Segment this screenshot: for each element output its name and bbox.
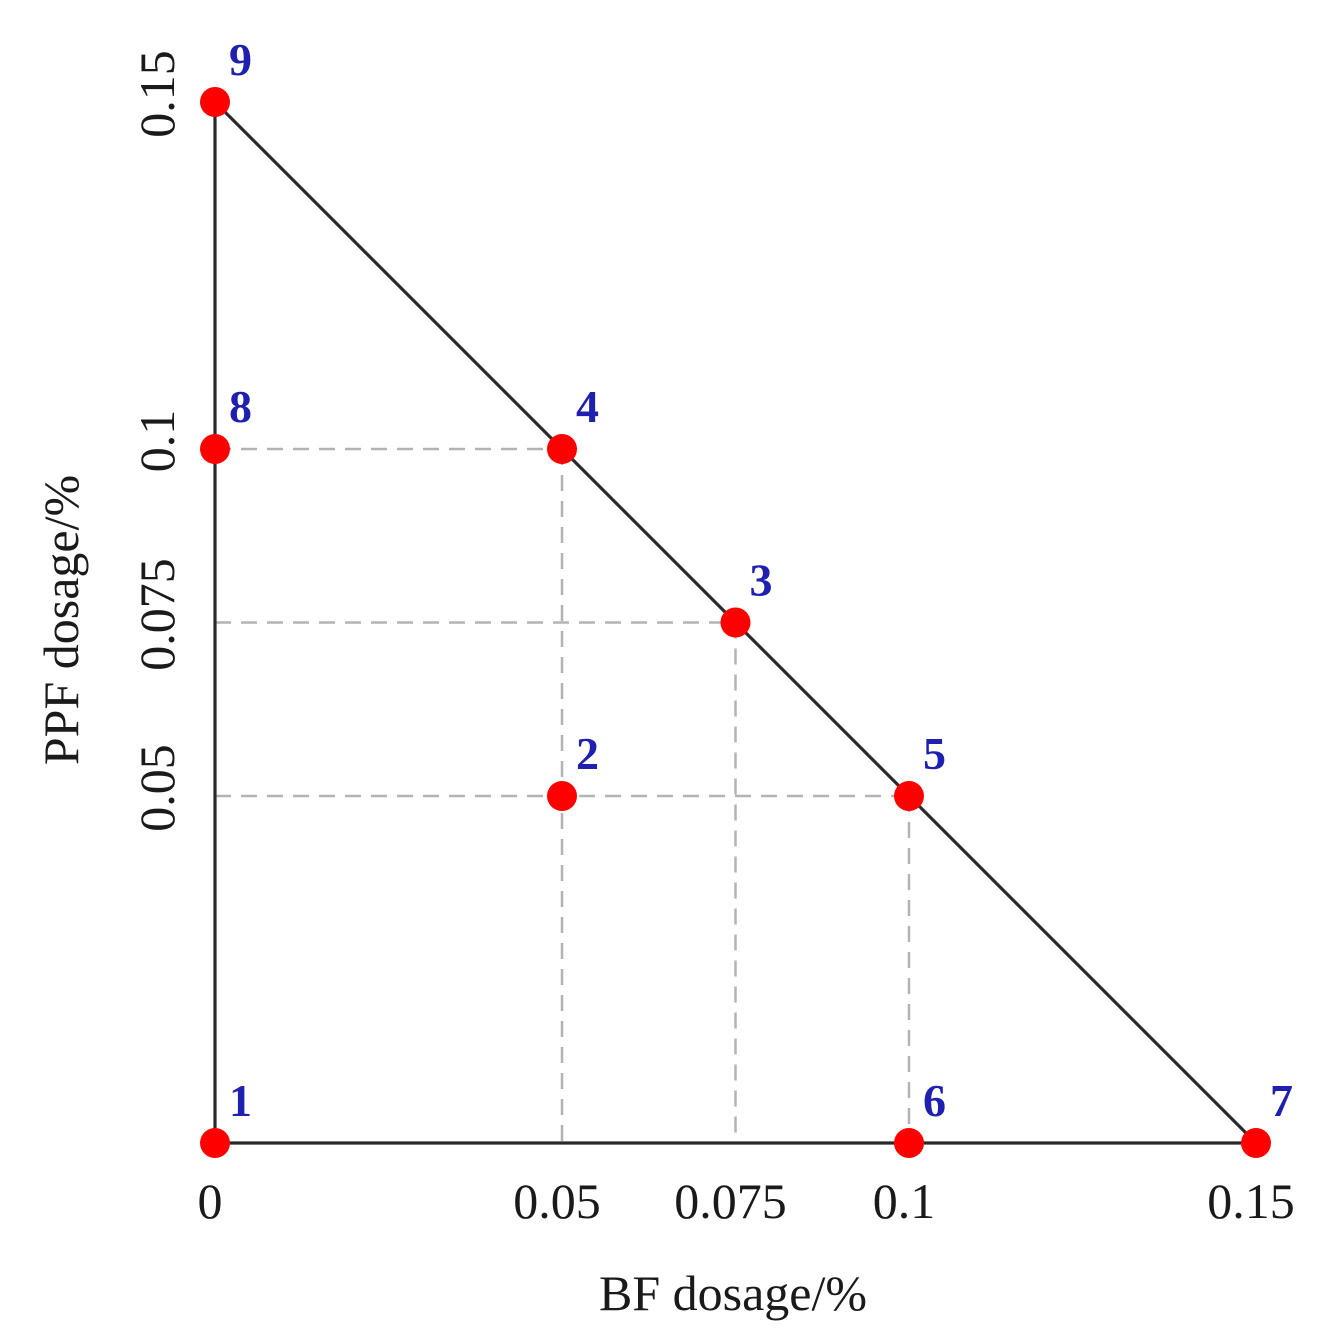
x-axis-tick-labels: 0 0.05 0.075 0.1 0.15 bbox=[198, 1173, 1295, 1229]
point-label-9: 9 bbox=[229, 34, 252, 85]
x-tick-label: 0.15 bbox=[1207, 1173, 1295, 1229]
point-label-3: 3 bbox=[750, 555, 773, 606]
design-point-3 bbox=[720, 607, 751, 638]
design-point-9 bbox=[200, 87, 230, 117]
design-point-8 bbox=[200, 434, 230, 464]
point-label-4: 4 bbox=[576, 381, 599, 432]
y-axis-title: PPF dosage/% bbox=[33, 475, 89, 765]
point-label-5: 5 bbox=[923, 728, 946, 779]
design-point-1 bbox=[200, 1128, 230, 1158]
x-tick-label: 0.1 bbox=[873, 1173, 936, 1229]
design-point-6 bbox=[894, 1128, 924, 1158]
x-tick-label: 0 bbox=[198, 1173, 223, 1229]
point-label-8: 8 bbox=[229, 381, 252, 432]
y-axis-tick-labels: 0.05 0.075 0.1 0.15 bbox=[129, 50, 185, 832]
y-tick-label: 0.075 bbox=[129, 558, 185, 671]
y-tick-label: 0.05 bbox=[129, 744, 185, 832]
design-point-2 bbox=[547, 781, 577, 811]
design-points bbox=[200, 87, 1271, 1158]
y-tick-label: 0.15 bbox=[129, 50, 185, 138]
point-label-6: 6 bbox=[923, 1075, 946, 1126]
point-labels: 1 2 3 4 5 6 7 8 9 bbox=[229, 34, 1293, 1126]
design-point-4 bbox=[547, 434, 577, 464]
y-tick-label: 0.1 bbox=[129, 410, 185, 473]
point-label-2: 2 bbox=[576, 728, 599, 779]
point-label-7: 7 bbox=[1270, 1075, 1293, 1126]
design-point-5 bbox=[894, 781, 924, 811]
x-tick-label: 0.075 bbox=[674, 1173, 787, 1229]
x-axis-title: BF dosage/% bbox=[599, 1265, 867, 1321]
x-tick-label: 0.05 bbox=[513, 1173, 601, 1229]
point-label-1: 1 bbox=[229, 1075, 252, 1126]
design-point-7 bbox=[1241, 1128, 1271, 1158]
